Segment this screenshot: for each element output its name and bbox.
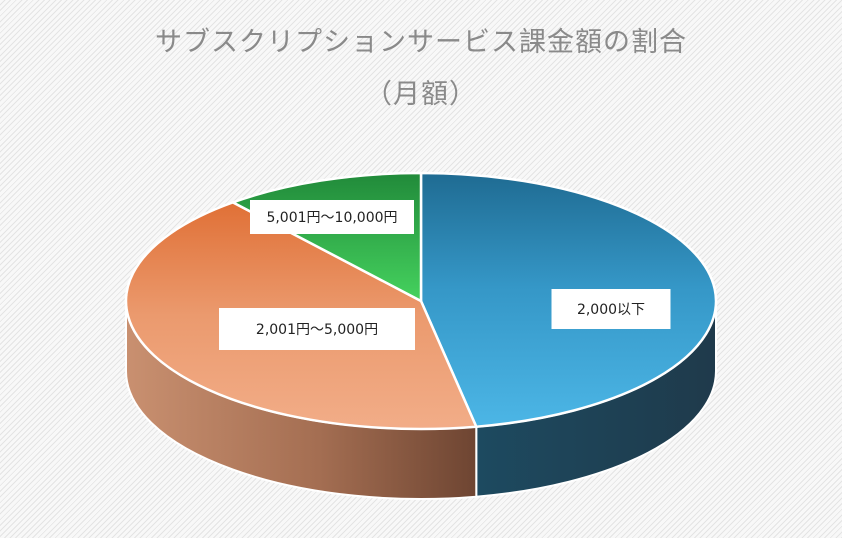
slice-2001-5000-label: 2,001円〜5,000円	[219, 308, 415, 350]
slice-5001-10000-label-box	[250, 200, 414, 234]
slice-2001-5000-label-box	[219, 308, 415, 350]
slice-2001-5000-label-text: 2,001円〜5,000円	[256, 322, 378, 338]
chart-subtitle: （月額）	[365, 79, 477, 110]
slice-2000-or-less-label-text: 2,000以下	[577, 302, 645, 318]
slice-2000-or-less-label: 2,000以下	[551, 289, 671, 329]
chart-title: サブスクリプションサービス課金額の割合	[155, 27, 687, 58]
slice-5001-10000-label: 5,001円〜10,000円	[250, 200, 414, 234]
slice-2000-or-less-label-box	[551, 289, 671, 329]
slice-5001-10000-label-text: 5,001円〜10,000円	[266, 210, 397, 226]
